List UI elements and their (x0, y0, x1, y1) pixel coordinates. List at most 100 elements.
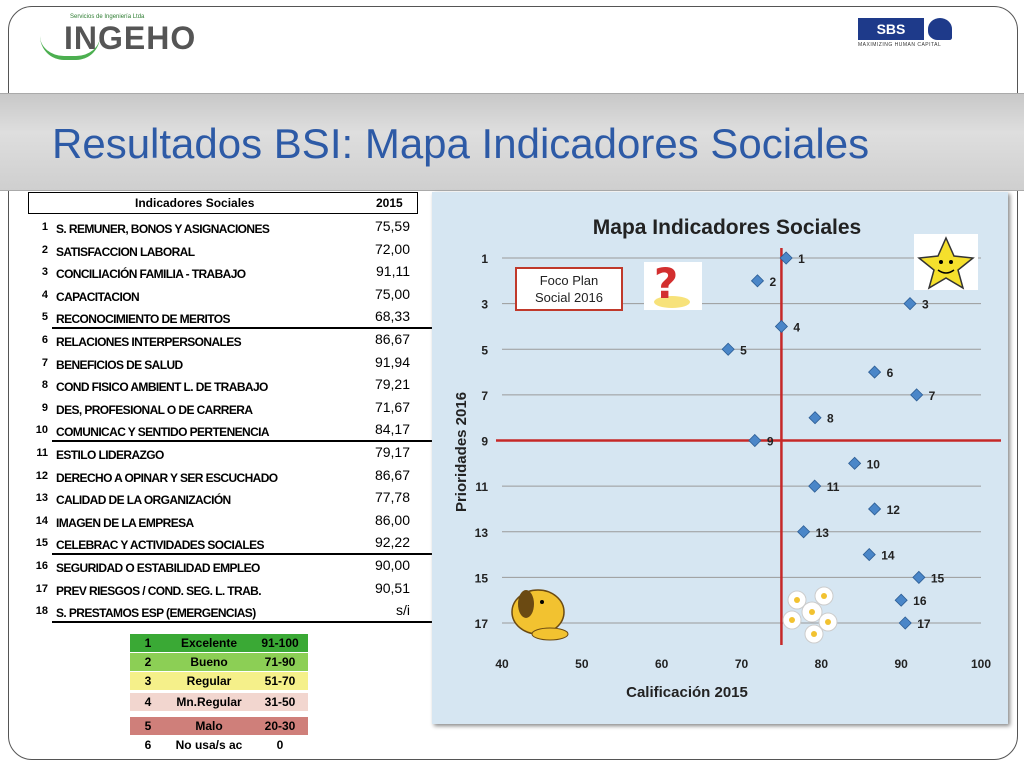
data-point (721, 342, 735, 356)
chart-xlabel: Calificación 2015 (626, 684, 748, 701)
indicator-label: DERECHO A OPINAR Y SER ESCUCHADO (56, 470, 278, 485)
scale-legend-row: 6 No usa/s ac 0 (130, 736, 308, 754)
y-tick-label: 3 (481, 298, 488, 312)
indicator-value: 92,22 (374, 534, 410, 551)
indicator-number: 5 (41, 311, 48, 324)
indicator-number: 1 (41, 221, 48, 233)
indicator-row: 11 ESTILO LIDERAZGO 79,17 (28, 442, 420, 465)
indicator-label: PREV RIESGOS / COND. SEG. L. TRAB. (56, 583, 262, 598)
daisies-icon (782, 586, 838, 644)
scale-legend-number: 2 (144, 655, 152, 669)
title-band (0, 93, 1024, 191)
data-point-label: 14 (881, 549, 895, 563)
data-point-label: 6 (887, 366, 894, 380)
indicator-row: 10 COMUNICAC Y SENTIDO PERTENENCIA 84,17 (28, 419, 420, 442)
indicator-value: 90,00 (374, 557, 410, 573)
indicator-value: 79,21 (374, 376, 410, 393)
indicator-value: 71,67 (374, 398, 410, 415)
data-point (894, 593, 908, 607)
data-point (848, 456, 862, 470)
data-point (862, 547, 876, 562)
indicator-label: RELACIONES INTERPERSONALES (56, 335, 242, 349)
indicator-number: 2 (41, 243, 48, 256)
indicators-header-label: Indicadores Sociales (135, 196, 255, 210)
data-point (903, 297, 917, 311)
scale-legend-row: 3 Regular 51-70 (130, 672, 308, 690)
indicator-number: 10 (35, 424, 48, 437)
indicator-row: 17 PREV RIESGOS / COND. SEG. L. TRAB. 90,5… (28, 578, 420, 601)
indicator-value: 72,00 (374, 240, 410, 257)
scale-legend-label: No usa/s ac (175, 738, 243, 752)
question-mark-icon: ? (644, 259, 702, 310)
indicator-number: 18 (35, 605, 48, 618)
indicator-row: 8 COND FISICO AMBIENT L. DE TRABAJO 79,21 (28, 374, 420, 397)
y-tick-label: 1 (481, 252, 488, 266)
indicator-number: 11 (36, 447, 48, 459)
data-point-label: 8 (827, 412, 834, 426)
data-point (808, 479, 822, 493)
data-point (750, 274, 765, 288)
scale-legend-number: 3 (144, 674, 152, 688)
data-point-label: 7 (929, 389, 936, 403)
indicator-group-divider (52, 553, 448, 555)
indicator-value: 86,67 (374, 331, 410, 347)
data-point (779, 251, 793, 265)
y-tick-label: 15 (475, 571, 489, 585)
data-point-label: 2 (769, 275, 776, 289)
y-tick-label: 13 (475, 526, 489, 540)
sbs-logo: SBS MAXIMIZING HUMAN CAPITAL (858, 18, 958, 50)
scale-legend-label: Regular (186, 674, 232, 688)
ingeho-name: INGEHO (64, 20, 197, 56)
indicator-number: 12 (35, 469, 48, 482)
indicator-value: 90,51 (374, 579, 410, 596)
data-point-label: 9 (767, 435, 774, 449)
indicators-header-year: 2015 (376, 196, 403, 210)
ingeho-swoosh-icon (40, 36, 100, 60)
indicator-row: 3 CONCILIACIÓN FAMILIA - TRABAJO 91,11 (28, 261, 420, 284)
x-tick-label: 70 (735, 657, 749, 671)
data-point (912, 570, 926, 584)
scale-legend-range: 31-50 (264, 695, 296, 709)
data-point-label: 13 (816, 526, 830, 540)
data-point-label: 15 (931, 571, 945, 585)
data-point (910, 388, 924, 402)
indicator-label: COMUNICAC Y SENTIDO PERTENENCIA (56, 425, 270, 440)
indicator-value: 79,17 (374, 444, 410, 460)
indicator-label: DES, PROFESIONAL O DE CARRERA (56, 402, 253, 417)
data-point (774, 319, 788, 334)
scale-legend-label: Excelente (180, 636, 238, 650)
data-point-label: 17 (917, 617, 931, 631)
svg-text:?: ? (654, 259, 678, 308)
indicator-number: 3 (41, 266, 48, 279)
indicator-row: 13 CALIDAD DE LA ORGANIZACIÓN 77,78 (28, 487, 420, 510)
indicator-label: CALIDAD DE LA ORGANIZACIÓN (56, 493, 231, 508)
ingeho-logo: Servicios de Ingeniería Ltda INGEHO (40, 14, 195, 60)
data-point (898, 616, 912, 630)
indicator-number: 15 (35, 537, 48, 550)
x-tick-label: 60 (655, 657, 669, 671)
indicator-number: 7 (41, 356, 48, 369)
indicator-label: BENEFICIOS DE SALUD (56, 357, 183, 372)
indicator-group-divider (52, 620, 448, 623)
indicator-number: 17 (35, 582, 48, 595)
indicator-group-divider (52, 440, 448, 442)
page-title: Resultados BSI: Mapa Indicadores Sociale… (52, 120, 870, 167)
indicator-label: SATISFACCION LABORAL (56, 244, 195, 259)
indicator-row: 6 RELACIONES INTERPERSONALES 86,67 (28, 329, 420, 352)
indicator-value: 91,94 (374, 353, 410, 370)
indicator-row: 5 RECONOCIMIENTO DE MERITOS 68,33 (28, 306, 420, 329)
x-tick-label: 80 (815, 657, 829, 671)
indicator-label: CELEBRAC Y ACTIVIDADES SOCIALES (56, 538, 264, 553)
indicator-number: 4 (41, 288, 48, 301)
data-point-label: 4 (793, 320, 800, 334)
data-point-label: 11 (827, 480, 840, 494)
sbs-name: SBS (858, 18, 924, 40)
scale-legend-number: 4 (144, 695, 152, 709)
indicator-label: CONCILIACIÓN FAMILIA - TRABAJO (56, 267, 246, 282)
indicator-label: IMAGEN DE LA EMPRESA (56, 515, 194, 530)
indicator-number: 8 (41, 379, 48, 392)
x-tick-label: 90 (894, 657, 908, 671)
ingeho-tagline: Servicios de Ingeniería Ltda (70, 14, 145, 20)
indicator-row: 4 CAPACITACION 75,00 (28, 284, 420, 307)
indicator-value: 68,33 (374, 308, 410, 325)
